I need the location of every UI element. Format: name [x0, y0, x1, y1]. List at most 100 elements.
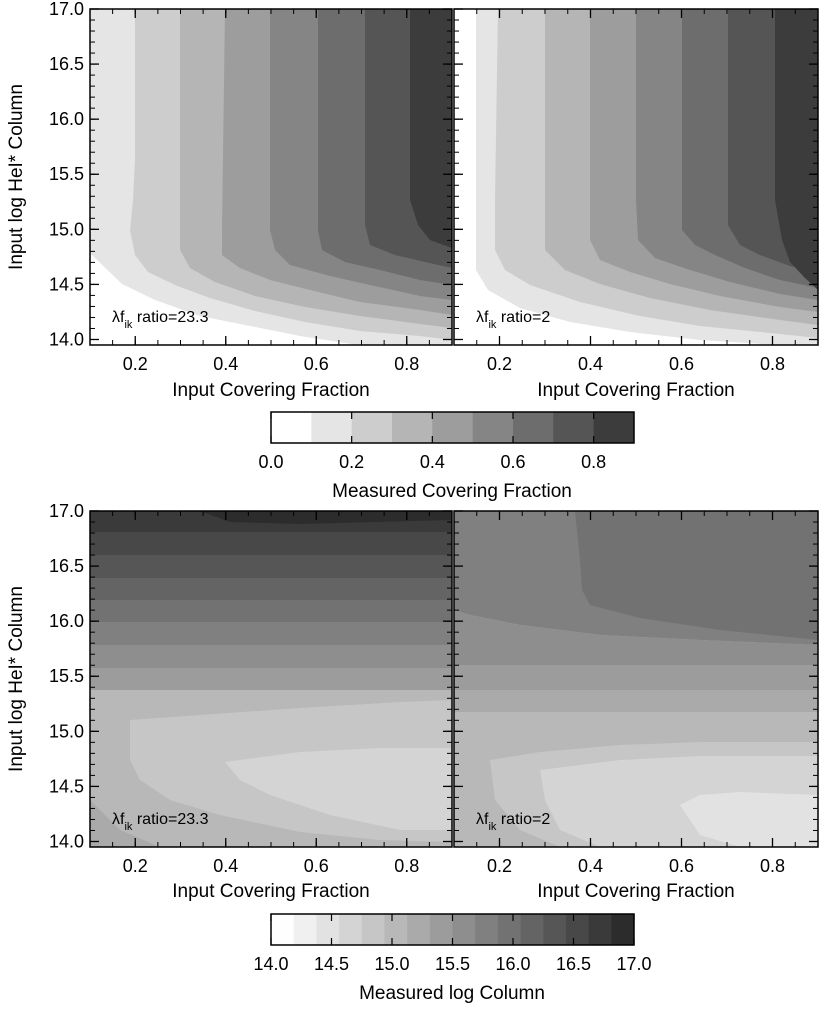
- cbar-bottom-swatch-11: [520, 914, 544, 945]
- cbar-top-swatch-4: [432, 412, 474, 443]
- xtick-label-bottom-right-3: 0.8: [760, 856, 785, 876]
- panel-top-right: 0.2 0.4 0.6 0.8 λfik ratio=2: [453, 8, 819, 374]
- cbar-bottom-tick-label-1: 14.5: [314, 954, 349, 974]
- band-bottom-left-peak: [200, 511, 452, 524]
- cbar-bottom-swatch-15: [611, 914, 635, 945]
- colorbar-bottom: 14.0 14.5 15.0 15.5 16.0 16.5 17.0: [253, 913, 652, 974]
- panel-bottom-left: 0.2 0.4 0.6 0.8 14.0 14.5 15.0 15.5 16.0 16.5 17.0…: [49, 501, 453, 876]
- contours-top-right: [454, 9, 818, 345]
- cbar-bottom-swatch-2: [316, 914, 340, 945]
- ytick-label-bottom-left-2: 15.0: [49, 721, 84, 741]
- ytick-label-bottom-left-5: 16.5: [49, 556, 84, 576]
- cbar-bottom-tick-label-5: 16.5: [556, 954, 591, 974]
- cbar-bottom-swatch-14: [588, 914, 612, 945]
- ytick-label-top-left-5: 16.5: [49, 54, 84, 74]
- panel-bottom-right: 0.2 0.4 0.6 0.8 λfik ratio=2: [453, 510, 819, 876]
- ylabel-top: Input log HeI* Column: [6, 84, 27, 270]
- contours-bottom-right: [454, 511, 818, 847]
- ytick-label-top-left-0: 14.0: [49, 329, 84, 349]
- cbar-top-swatch-2: [351, 412, 393, 443]
- ticks-bottom-right: 0.2 0.4 0.6 0.8: [453, 510, 819, 876]
- cbar-top-tick-label-4: 0.8: [581, 452, 606, 472]
- colorbar-top-label: Measured Covering Fraction: [332, 481, 572, 502]
- band-bottom-left-mid6: [90, 555, 452, 578]
- xlabel-bottom-left: Input Covering Fraction: [172, 881, 370, 902]
- xtick-label-bottom-left-3: 0.8: [394, 856, 419, 876]
- cbar-bottom-swatch-8: [452, 914, 476, 945]
- ticks-top-right: 0.2 0.4 0.6 0.8: [453, 8, 819, 374]
- xtick-label-top-left-1: 0.4: [213, 354, 238, 374]
- cbar-top-tick-label-2: 0.4: [420, 452, 445, 472]
- xtick-label-top-left-3: 0.8: [394, 354, 419, 374]
- xtick-label-top-right-1: 0.4: [578, 354, 603, 374]
- cbar-bottom-swatch-3: [339, 914, 363, 945]
- band-bottom-left-core: [225, 748, 452, 830]
- xlabel-top-right: Input Covering Fraction: [537, 380, 735, 401]
- xtick-label-bottom-left-0: 0.2: [123, 856, 148, 876]
- ytick-label-top-left-1: 14.5: [49, 274, 84, 294]
- cbar-top-tick-label-0: 0.0: [258, 452, 283, 472]
- ylabel-bottom: Input log HeI* Column: [6, 586, 27, 772]
- annotation-bottom-left: λfik ratio=23.3: [112, 811, 209, 833]
- band-bottom-left-mid7: [90, 532, 452, 555]
- cbar-bottom-tick-label-3: 15.5: [435, 954, 470, 974]
- ytick-label-bottom-left-6: 17.0: [49, 501, 84, 521]
- annotation-top-left: λfik ratio=23.3: [112, 309, 209, 331]
- cbar-top-tick-label-3: 0.6: [500, 452, 525, 472]
- cbar-top-frame: [270, 411, 635, 444]
- band-bottom-right-top: [575, 511, 818, 640]
- cbar-top-swatch-5: [472, 412, 514, 443]
- cbar-bottom-swatch-4: [361, 914, 385, 945]
- annotation-top-right: λfik ratio=2: [476, 309, 550, 331]
- colorbar-top: 0.0 0.2 0.4 0.6 0.8: [258, 411, 635, 472]
- cbar-bottom-swatch-9: [475, 914, 499, 945]
- annotation-bottom-right: λfik ratio=2: [476, 811, 550, 833]
- xtick-label-top-right-0: 0.2: [487, 354, 512, 374]
- ytick-label-bottom-left-3: 15.5: [49, 666, 84, 686]
- cbar-bottom-swatch-10: [497, 914, 522, 945]
- panel-top-left: 0.2 0.4 0.6 0.8 14.0 14.5 15.0 15.5 16.0 16.5 17.0…: [49, 0, 453, 374]
- ytick-label-bottom-left-4: 16.0: [49, 611, 84, 631]
- cbar-bottom-swatch-13: [565, 914, 590, 945]
- cbar-top-tick-label-1: 0.2: [339, 452, 364, 472]
- cbar-bottom-swatch-5: [384, 914, 408, 945]
- xtick-label-bottom-left-1: 0.4: [213, 856, 238, 876]
- cbar-bottom-tick-label-2: 15.0: [374, 954, 409, 974]
- band-bottom-left-mid3: [90, 622, 452, 645]
- xtick-label-bottom-right-1: 0.4: [578, 856, 603, 876]
- cbar-bottom-swatch-6: [407, 914, 431, 945]
- cbar-top-swatch-6: [513, 412, 554, 443]
- band-bottom-right-mid3: [454, 690, 818, 712]
- cbar-bottom-swatch-1: [293, 914, 317, 945]
- cbar-top-swatch-0: [271, 412, 312, 443]
- cbar-bottom-swatch-0: [271, 914, 295, 945]
- ticks-top-left: 0.2 0.4 0.6 0.8 14.0 14.5 15.0 15.5 16.0 16.5 17.0: [49, 0, 453, 374]
- ytick-label-bottom-left-0: 14.0: [49, 831, 84, 851]
- ticks-bottom-left: 0.2 0.4 0.6 0.8 14.0 14.5 15.0 15.5 16.0 16.5 17.0: [49, 501, 453, 876]
- ytick-label-top-left-4: 16.0: [49, 109, 84, 129]
- band-bottom-left-mid2: [90, 645, 452, 668]
- cbar-top-swatch-8: [593, 412, 635, 443]
- xtick-label-bottom-left-2: 0.6: [304, 856, 329, 876]
- ytick-label-bottom-left-1: 14.5: [49, 776, 84, 796]
- cbar-top-swatch-3: [392, 412, 433, 443]
- xtick-label-top-left-0: 0.2: [123, 354, 148, 374]
- cbar-bottom-tick-label-4: 16.0: [495, 954, 530, 974]
- xtick-label-top-right-3: 0.8: [760, 354, 785, 374]
- band-bottom-right-core: [680, 792, 818, 847]
- band-bottom-right-mid2: [454, 665, 818, 690]
- cbar-top-swatch-7: [553, 412, 595, 443]
- band-bottom-left-mid4: [90, 600, 452, 622]
- cbar-bottom-swatch-12: [543, 914, 567, 945]
- xtick-label-bottom-right-2: 0.6: [669, 856, 694, 876]
- xlabel-bottom-right: Input Covering Fraction: [537, 881, 735, 902]
- xtick-label-bottom-right-0: 0.2: [487, 856, 512, 876]
- ytick-label-top-left-6: 17.0: [49, 0, 84, 19]
- cbar-bottom-swatch-7: [429, 914, 453, 945]
- band-bottom-right-mid1: [454, 610, 818, 665]
- cbar-bottom-tick-label-0: 14.0: [253, 954, 288, 974]
- ytick-label-top-left-2: 15.0: [49, 219, 84, 239]
- contours-bottom-left: [90, 511, 452, 847]
